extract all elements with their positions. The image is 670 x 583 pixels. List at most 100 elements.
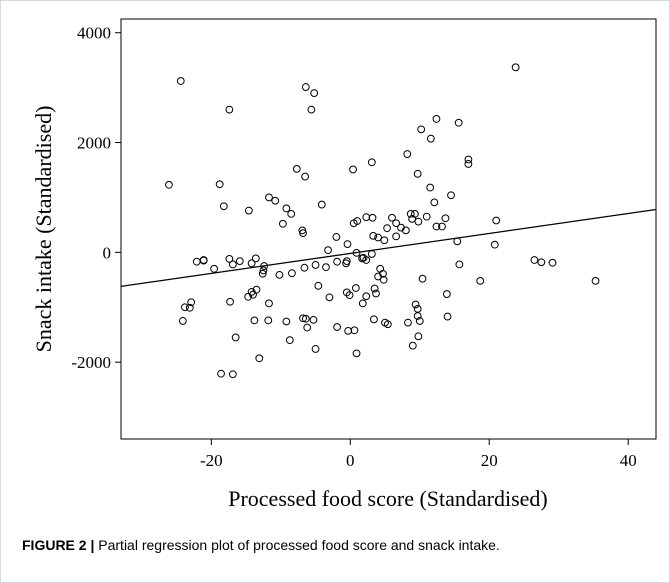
x-tick-label: 20 (481, 451, 498, 470)
data-point (426, 183, 435, 192)
data-point (368, 213, 377, 222)
data-point (432, 115, 441, 123)
data-point (548, 258, 557, 267)
y-tick-label: -2000 (71, 353, 111, 372)
figure-caption-text: Partial regression plot of processed foo… (94, 537, 500, 553)
data-point (260, 262, 269, 270)
data-point (226, 297, 234, 306)
data-point (490, 240, 499, 249)
data-point (432, 222, 441, 231)
data-point (309, 315, 318, 324)
data-point (317, 200, 326, 209)
data-point (511, 63, 520, 72)
data-point (228, 260, 237, 269)
x-tick-label: -20 (200, 451, 223, 470)
data-point (426, 134, 435, 143)
data-point (333, 257, 341, 266)
data-point (299, 314, 307, 323)
data-point (292, 164, 301, 173)
data-point (247, 259, 256, 268)
x-tick-label: 0 (346, 451, 355, 470)
data-point (379, 275, 388, 284)
data-point (352, 248, 361, 257)
data-point (178, 317, 187, 325)
data-point (181, 303, 189, 312)
data-point (310, 89, 319, 98)
data-point (252, 285, 261, 294)
data-point (464, 155, 473, 164)
data-point (353, 217, 362, 225)
data-point (192, 257, 201, 266)
data-point (418, 274, 427, 283)
y-axis-ticks: -2000 0 2000 4000 (71, 24, 121, 372)
data-point (250, 316, 259, 325)
data-point (370, 315, 378, 324)
data-point (464, 160, 473, 168)
data-point (301, 83, 310, 91)
data-point (392, 219, 401, 228)
data-point (311, 345, 320, 353)
y-axis-title: Snack intake (Standardised) (31, 106, 56, 353)
figure-caption-label: FIGURE 2 | (22, 537, 95, 553)
data-point (403, 150, 412, 158)
data-point (255, 354, 264, 363)
data-point (301, 314, 310, 323)
data-point (217, 369, 225, 378)
data-point (530, 256, 539, 264)
data-point (454, 118, 463, 127)
data-point (352, 349, 361, 358)
scatter-plot: -2000 0 2000 4000 -20 0 20 40 Processed food s… (31, 18, 657, 511)
data-point (251, 254, 260, 263)
data-point (324, 246, 332, 255)
data-point (380, 236, 389, 245)
data-point (415, 317, 424, 325)
data-point (476, 276, 485, 285)
data-point (345, 291, 354, 300)
data-point (333, 323, 341, 331)
data-point (413, 169, 422, 178)
data-point (325, 293, 334, 302)
data-point (288, 269, 296, 278)
data-point (342, 259, 351, 268)
data-point (413, 312, 422, 320)
y-tick-label: 4000 (77, 24, 111, 43)
data-point (350, 326, 359, 335)
data-point (271, 196, 280, 205)
data-point (235, 257, 244, 266)
data-point (430, 198, 439, 207)
data-point (165, 180, 173, 189)
data-point (307, 105, 316, 114)
data-point (441, 214, 450, 223)
data-point (369, 231, 378, 240)
data-point (362, 292, 371, 301)
plot-area (120, 18, 657, 440)
x-axis-ticks: -20 0 20 40 (200, 439, 637, 470)
data-point (414, 332, 423, 341)
data-point (247, 287, 256, 296)
data-point (176, 77, 185, 85)
data-point (383, 224, 392, 233)
data-point (362, 213, 371, 222)
data-point (210, 264, 219, 273)
data-point (187, 298, 196, 307)
data-point (303, 323, 312, 332)
data-point (383, 320, 392, 329)
data-point (422, 212, 431, 221)
data-point (492, 216, 501, 225)
data-point (362, 256, 371, 264)
data-point (392, 232, 401, 241)
data-point (408, 214, 417, 223)
data-point (285, 336, 294, 345)
x-tick-label: 40 (620, 451, 637, 470)
data-point (265, 193, 273, 202)
data-point (278, 219, 287, 228)
data-point (370, 284, 379, 293)
data-point (332, 233, 341, 241)
data-point (417, 125, 426, 134)
data-point (275, 270, 284, 279)
data-point (442, 290, 451, 298)
data-point (413, 304, 422, 313)
data-point (349, 165, 357, 174)
data-point (358, 254, 366, 263)
